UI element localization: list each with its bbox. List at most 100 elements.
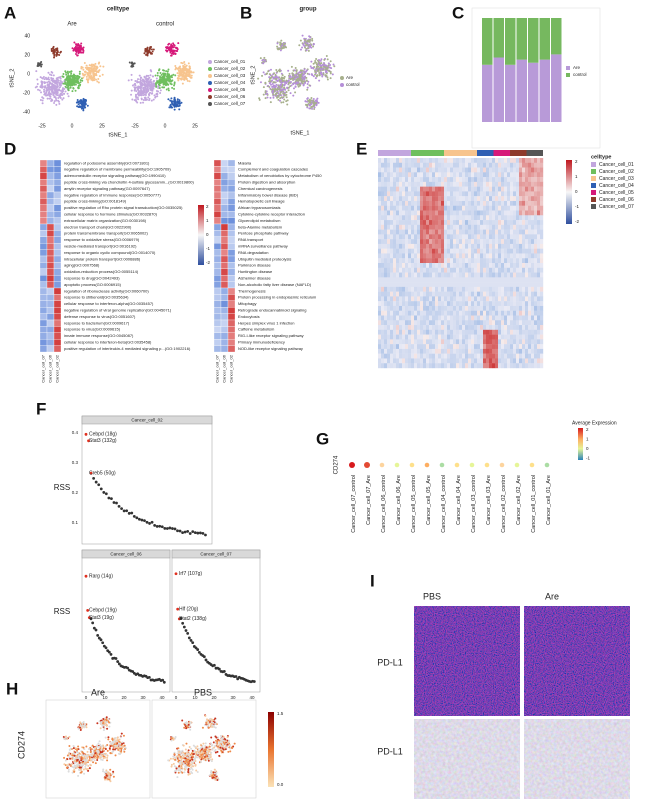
heat-cell	[402, 353, 406, 359]
cell-dot	[136, 96, 139, 99]
heat-cell	[390, 167, 394, 173]
heat-cell	[399, 162, 403, 168]
heat-cell	[504, 315, 508, 321]
heat-cell	[477, 181, 481, 187]
heat-cell	[462, 310, 466, 316]
heat-cell	[462, 282, 466, 288]
cell-dot	[292, 83, 295, 86]
cell-dot	[170, 74, 173, 77]
heat-cell	[486, 224, 490, 230]
cell-dot	[290, 84, 293, 87]
heat-cell	[459, 315, 463, 321]
heat-cell	[423, 243, 427, 249]
heat-cell	[471, 315, 475, 321]
heat-cell	[441, 334, 445, 340]
cell-dot	[133, 86, 136, 89]
heat-cell	[432, 329, 436, 335]
heat-cell	[456, 172, 460, 178]
heat-cell	[381, 167, 385, 173]
heat-cell	[387, 167, 391, 173]
heat-cell	[525, 320, 529, 326]
heat-cell	[456, 305, 460, 311]
cell-dot	[77, 103, 80, 106]
cell-dot	[140, 89, 143, 92]
cell-dot	[91, 70, 94, 73]
heat-cell	[528, 215, 532, 221]
heat-cell	[522, 186, 526, 192]
cell-dot	[311, 74, 314, 77]
heat-cell	[390, 320, 394, 326]
cell-dot	[146, 83, 149, 86]
heat-cell	[495, 325, 499, 331]
heat-cell	[444, 334, 448, 340]
heat-cell	[516, 267, 520, 273]
heat-cell	[519, 205, 523, 211]
heat-cell	[453, 315, 457, 321]
cell-dot	[97, 62, 100, 65]
heat-cell	[390, 272, 394, 278]
heat-cell	[399, 267, 403, 273]
heat-cell	[501, 167, 505, 173]
heat-cell	[420, 158, 424, 163]
cell-dot	[133, 87, 136, 90]
heat-cell	[462, 329, 466, 335]
cell-dot	[67, 72, 70, 75]
cell-dot	[269, 101, 272, 104]
heat-cell	[504, 277, 508, 283]
heat-cell	[39, 230, 48, 237]
heat-cell	[498, 267, 502, 273]
heat-cell	[414, 258, 418, 264]
heat-cell	[387, 334, 391, 340]
heat-cell	[519, 339, 523, 345]
heat-cell	[420, 286, 424, 292]
cell-dot	[326, 78, 329, 81]
heat-cell	[522, 220, 526, 226]
heat-cell	[450, 315, 454, 321]
cell-dot	[321, 75, 324, 78]
heat-cell	[489, 310, 493, 316]
heat-cell	[432, 205, 436, 211]
heat-cell	[402, 186, 406, 192]
heat-cell	[438, 325, 442, 331]
cell-dot	[307, 99, 310, 102]
heat-cell	[480, 158, 484, 163]
heat-cell	[510, 162, 514, 168]
heat-cell	[531, 234, 535, 240]
heat-cell	[39, 185, 48, 193]
cell-dot	[53, 101, 56, 104]
heat-cell	[438, 358, 442, 364]
heat-cell	[495, 224, 499, 230]
heat-cell	[432, 358, 436, 364]
heat-cell	[456, 291, 460, 297]
heat-cell	[381, 310, 385, 316]
heat-cell	[468, 191, 472, 197]
heat-cell	[534, 344, 538, 350]
heat-cell	[402, 220, 406, 226]
heat-cell	[399, 215, 403, 221]
heat-cell	[495, 315, 499, 321]
heat-cell	[384, 200, 388, 206]
heat-cell	[504, 234, 508, 240]
cell-dot	[282, 43, 285, 46]
heat-cell	[537, 282, 541, 288]
cell-dot	[276, 96, 279, 99]
term-label: defense response to virus(GO:0051607)	[64, 314, 136, 319]
heat-cell	[471, 358, 475, 364]
cell-dot	[41, 99, 44, 102]
cell-dot	[283, 92, 286, 95]
heat-cell	[444, 234, 448, 240]
heat-cell	[53, 211, 62, 218]
heat-cell	[468, 282, 472, 288]
heat-cell	[432, 229, 436, 235]
heat-cell	[402, 162, 406, 168]
heat-cell	[525, 243, 529, 249]
annotation-bar	[477, 150, 494, 156]
heat-cell	[411, 320, 415, 326]
heat-cell	[522, 243, 526, 249]
heat-cell	[513, 334, 517, 340]
cell-dot	[81, 66, 84, 69]
cell-dot	[71, 82, 74, 85]
cell-dot	[319, 64, 322, 67]
heat-cell	[405, 162, 409, 168]
heat-cell	[480, 229, 484, 235]
